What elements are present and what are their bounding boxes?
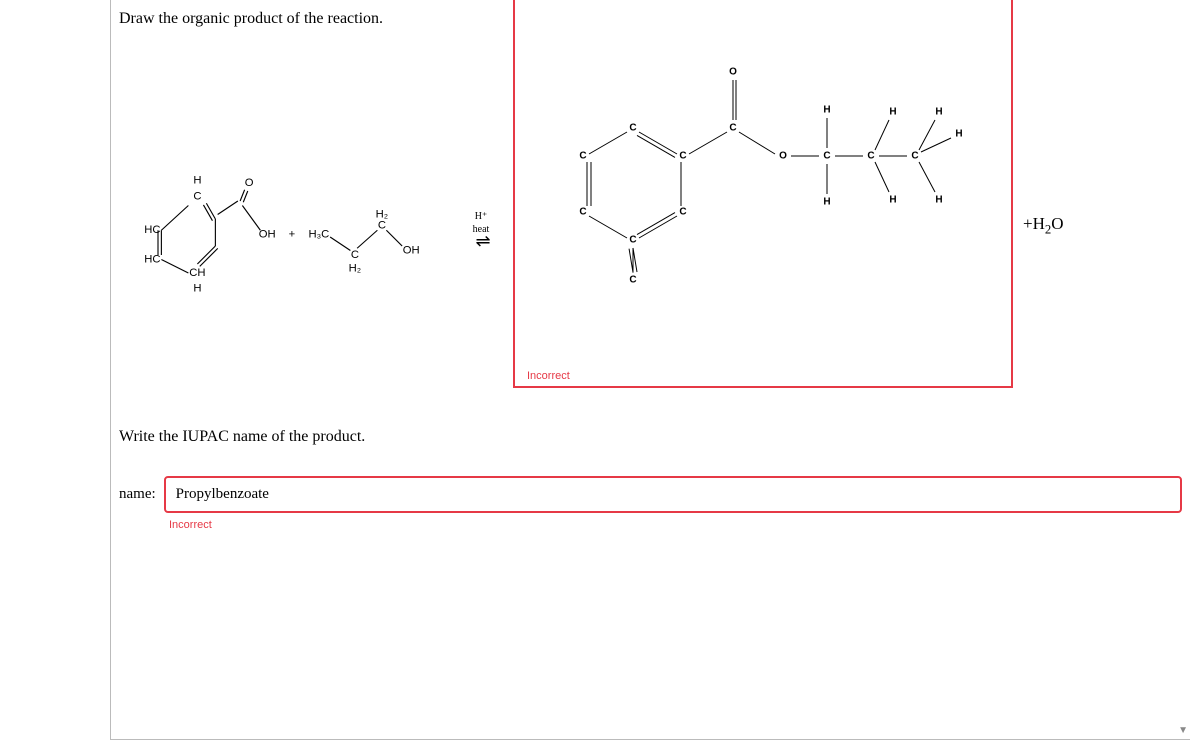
- reactant-structure: HCHCCHHHCOOH+H₃CH₂CCH₂OH: [119, 138, 449, 318]
- svg-text:OH: OH: [259, 229, 276, 241]
- svg-text:H: H: [823, 105, 830, 116]
- svg-text:H: H: [193, 175, 201, 187]
- svg-text:H₂: H₂: [376, 208, 389, 220]
- equilibrium-arrow-icon: ⇌: [453, 237, 509, 245]
- svg-text:H: H: [889, 107, 896, 118]
- incorrect-badge-drawing: Incorrect: [523, 370, 574, 382]
- svg-text:C: C: [823, 151, 830, 162]
- svg-text:C: C: [679, 151, 686, 162]
- svg-text:OH: OH: [403, 244, 420, 256]
- svg-text:C: C: [679, 207, 686, 218]
- svg-text:H: H: [889, 195, 896, 206]
- product-drawing-area[interactable]: C C C C C C C C O O C H H C H H C H H H Incorrect: [513, 0, 1013, 388]
- reaction-row: HCHCCHHHCOOH+H₃CH₂CCH₂OH H⁺ heat ⇌ CCCCC…: [119, 68, 1182, 388]
- svg-text:H: H: [823, 197, 830, 208]
- question-container: Draw the organic product of the reaction…: [110, 0, 1190, 740]
- svg-text:H: H: [955, 129, 962, 140]
- byproduct-label: +H2O: [1023, 214, 1064, 237]
- svg-text:O: O: [779, 151, 787, 162]
- svg-text:O: O: [729, 67, 737, 78]
- svg-text:CH: CH: [189, 267, 205, 279]
- svg-text:C: C: [193, 190, 201, 202]
- svg-text:O: O: [245, 177, 254, 189]
- svg-text:H: H: [193, 283, 201, 295]
- arrow-condition-top: H⁺: [453, 211, 509, 222]
- svg-text:C: C: [579, 207, 586, 218]
- svg-text:HC: HC: [144, 253, 160, 265]
- svg-text:C: C: [629, 275, 636, 286]
- svg-text:C: C: [729, 123, 736, 134]
- svg-text:+: +: [289, 229, 296, 241]
- svg-text:C: C: [629, 123, 636, 134]
- scroll-down-icon[interactable]: ▼: [1178, 725, 1188, 736]
- name-input[interactable]: [164, 476, 1182, 513]
- svg-text:H₂: H₂: [349, 262, 362, 274]
- svg-text:C: C: [378, 220, 386, 232]
- svg-text:C: C: [911, 151, 918, 162]
- svg-text:H₃C: H₃C: [308, 229, 329, 241]
- instruction-name: Write the IUPAC name of the product.: [119, 428, 1182, 446]
- svg-text:H: H: [935, 107, 942, 118]
- svg-text:C: C: [629, 235, 636, 246]
- svg-text:C: C: [579, 151, 586, 162]
- svg-text:C: C: [867, 151, 874, 162]
- svg-text:H: H: [935, 195, 942, 206]
- svg-text:C: C: [351, 249, 359, 261]
- reaction-arrow: H⁺ heat ⇌: [453, 211, 509, 245]
- incorrect-badge-name: Incorrect: [169, 519, 212, 531]
- name-field-label: name:: [119, 486, 156, 503]
- svg-text:HC: HC: [144, 224, 160, 236]
- name-answer-row: name: Incorrect: [119, 476, 1182, 513]
